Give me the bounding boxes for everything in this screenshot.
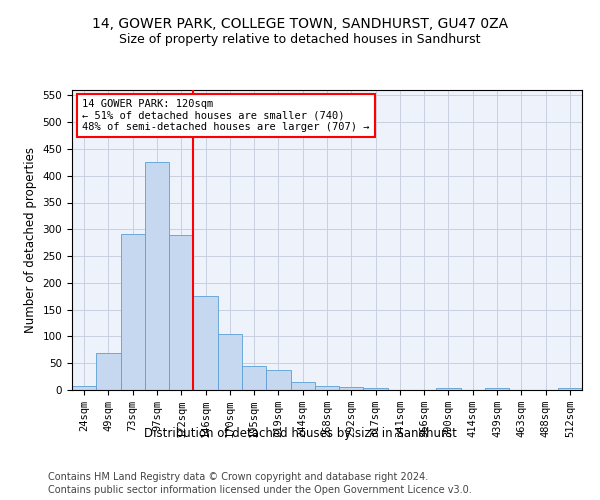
Bar [169, 234, 193, 390]
Bar [315, 386, 339, 390]
Bar [72, 386, 96, 390]
Text: Contains HM Land Registry data © Crown copyright and database right 2024.: Contains HM Land Registry data © Crown c… [48, 472, 428, 482]
Bar [364, 388, 388, 390]
Bar [218, 334, 242, 390]
Y-axis label: Number of detached properties: Number of detached properties [24, 147, 37, 333]
Text: 14, GOWER PARK, COLLEGE TOWN, SANDHURST, GU47 0ZA: 14, GOWER PARK, COLLEGE TOWN, SANDHURST,… [92, 18, 508, 32]
Text: Contains public sector information licensed under the Open Government Licence v3: Contains public sector information licen… [48, 485, 472, 495]
Bar [121, 234, 145, 390]
Bar [193, 296, 218, 390]
Bar [290, 382, 315, 390]
Bar [436, 388, 461, 390]
Bar [558, 388, 582, 390]
Bar [266, 370, 290, 390]
Bar [339, 388, 364, 390]
Bar [145, 162, 169, 390]
Bar [485, 388, 509, 390]
Text: Distribution of detached houses by size in Sandhurst: Distribution of detached houses by size … [143, 428, 457, 440]
Bar [96, 352, 121, 390]
Text: Size of property relative to detached houses in Sandhurst: Size of property relative to detached ho… [119, 32, 481, 46]
Bar [242, 366, 266, 390]
Text: 14 GOWER PARK: 120sqm
← 51% of detached houses are smaller (740)
48% of semi-det: 14 GOWER PARK: 120sqm ← 51% of detached … [82, 99, 370, 132]
